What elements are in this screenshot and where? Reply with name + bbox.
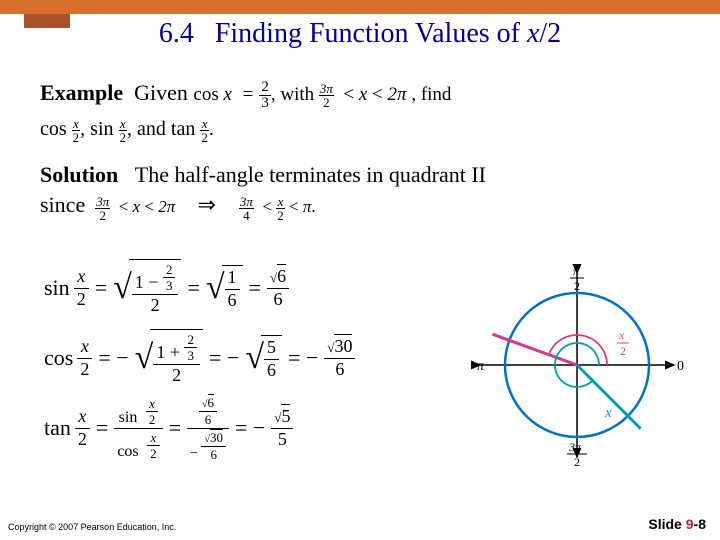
- svg-text:2: 2: [574, 279, 580, 293]
- svg-text:0: 0: [677, 359, 684, 374]
- example-label: Example: [40, 80, 123, 105]
- find-list: cos x2, sin x2, and tan x2.: [40, 117, 700, 144]
- svg-text:x: x: [604, 405, 612, 421]
- tan-equation: tan x2 = sin x2cos x2 = √66− √306 = − √5…: [44, 400, 355, 456]
- title-over: /2: [539, 18, 561, 49]
- given-text: Given: [134, 80, 188, 105]
- solution-text: The half-angle terminates in quadrant II: [135, 162, 486, 187]
- cos-var: x: [223, 84, 231, 105]
- title-var: x: [527, 18, 539, 49]
- cos-equation: cos x2 = − √1 + 232 = − √56 = − √306: [44, 330, 355, 386]
- svg-text:2: 2: [574, 455, 580, 469]
- with-text: , with: [271, 84, 314, 105]
- page-title: 6.4 Finding Function Values of x/2: [0, 18, 720, 50]
- since-text: since: [40, 192, 85, 217]
- svg-text:3π: 3π: [568, 440, 582, 454]
- svg-text:π: π: [477, 359, 485, 374]
- svg-text:π: π: [573, 264, 580, 278]
- top-bar: [0, 0, 720, 14]
- section-number: 6.4: [159, 18, 194, 49]
- sqrt-icon: √1 − 232: [113, 259, 181, 317]
- range-left: 3π2: [319, 82, 334, 109]
- implies-icon: ⇒: [197, 192, 215, 217]
- slide-number: Slide 9-8: [648, 516, 706, 532]
- svg-text:2: 2: [620, 344, 626, 358]
- copyright-text: Copyright © 2007 Pearson Education, Inc.: [8, 522, 176, 532]
- example-line: Example Given cos x =23, with 3π2 < x < …: [40, 80, 700, 111]
- content-area: Example Given cos x =23, with 3π2 < x < …: [40, 80, 700, 222]
- solution-line: Solution The half-angle terminates in qu…: [40, 162, 700, 188]
- svg-text:x: x: [618, 328, 625, 342]
- unit-circle-diagram: 0ππ23π2xx2: [462, 260, 692, 470]
- cos-value: 23: [259, 80, 271, 111]
- since-line: since 3π2 < x < 2π ⇒ 3π4 < x2 < π.: [40, 192, 700, 222]
- title-text: Finding Function Values of: [215, 18, 520, 49]
- equations-block: sin x2 = √1 − 232 = √16 = √66 cos x2 = −…: [44, 260, 355, 470]
- solution-label: Solution: [40, 162, 118, 187]
- sin-equation: sin x2 = √1 − 232 = √16 = √66: [44, 260, 355, 316]
- cos-word: cos: [193, 84, 218, 105]
